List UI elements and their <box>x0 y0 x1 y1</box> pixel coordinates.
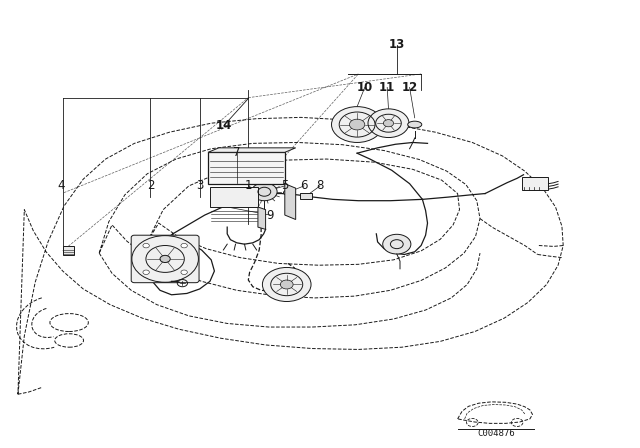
FancyBboxPatch shape <box>131 235 199 283</box>
Ellipse shape <box>408 121 422 128</box>
Circle shape <box>368 109 409 138</box>
Circle shape <box>262 267 311 302</box>
Circle shape <box>143 270 149 275</box>
FancyBboxPatch shape <box>300 193 312 199</box>
Text: C004876: C004876 <box>477 429 515 438</box>
Text: 1: 1 <box>244 179 252 193</box>
Ellipse shape <box>284 190 295 195</box>
Text: 6: 6 <box>300 179 308 193</box>
Circle shape <box>280 280 293 289</box>
Text: 12: 12 <box>401 81 418 94</box>
Polygon shape <box>285 184 296 220</box>
Circle shape <box>383 234 411 254</box>
FancyBboxPatch shape <box>208 152 285 184</box>
Polygon shape <box>208 148 296 152</box>
Circle shape <box>143 243 149 248</box>
FancyBboxPatch shape <box>522 177 548 190</box>
Circle shape <box>332 107 383 142</box>
Text: 14: 14 <box>216 119 232 132</box>
Circle shape <box>160 255 170 263</box>
Text: 8: 8 <box>316 179 324 193</box>
Text: 4: 4 <box>57 179 65 193</box>
Text: 10: 10 <box>356 81 373 94</box>
FancyBboxPatch shape <box>210 187 258 207</box>
Circle shape <box>181 243 188 248</box>
Circle shape <box>349 119 365 130</box>
Circle shape <box>181 270 188 275</box>
Text: 7: 7 <box>233 146 241 159</box>
FancyBboxPatch shape <box>63 246 74 255</box>
Text: 13: 13 <box>388 38 405 52</box>
Text: 9: 9 <box>266 208 274 222</box>
Circle shape <box>383 120 394 127</box>
Text: 2: 2 <box>147 179 154 193</box>
Circle shape <box>252 183 277 201</box>
Text: 11: 11 <box>379 81 396 94</box>
Text: 3: 3 <box>196 179 204 193</box>
Text: 5: 5 <box>281 179 289 193</box>
Polygon shape <box>258 207 266 229</box>
